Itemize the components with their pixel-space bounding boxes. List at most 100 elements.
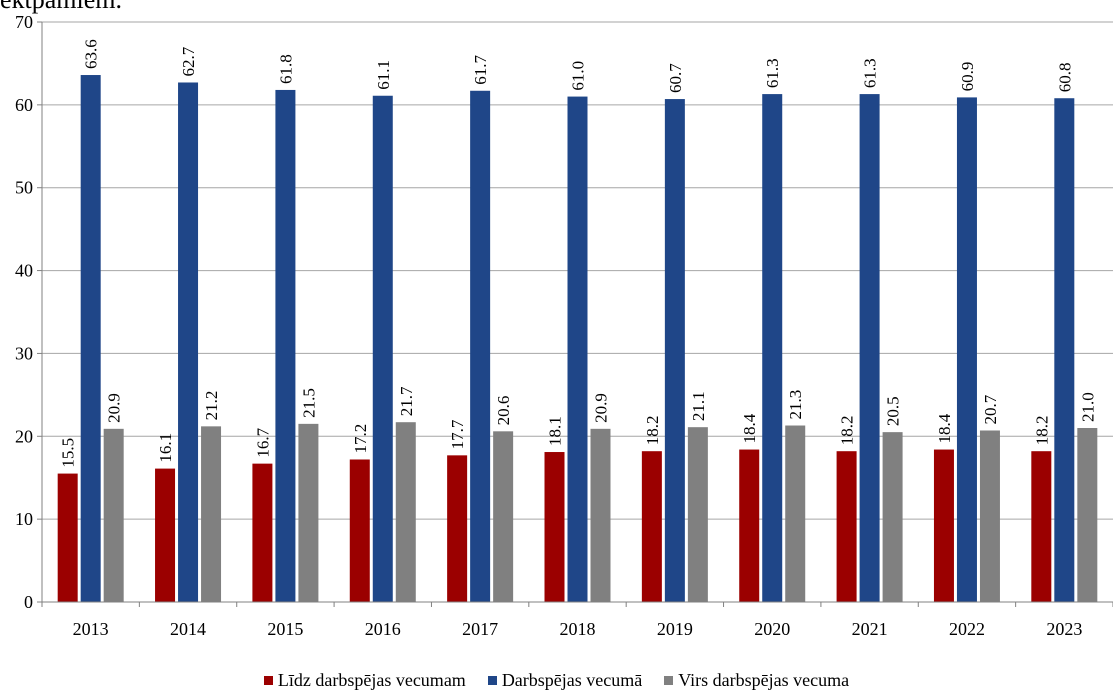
bar: [57, 473, 78, 602]
data-label: 16.1: [156, 433, 175, 463]
data-label: 61.0: [569, 61, 588, 91]
data-label: 20.7: [981, 394, 1000, 424]
y-tick-label: 20: [15, 426, 33, 446]
bar: [252, 463, 273, 602]
y-tick-label: 50: [15, 178, 33, 198]
data-label: 20.5: [884, 396, 903, 426]
bar: [664, 99, 685, 603]
bar: [80, 75, 101, 603]
data-labels: 15.5 63.6 20.9 16.1 62.7 21.2 16.7 61.8 21.5 17.2…: [59, 39, 1098, 467]
legend-swatch: [263, 676, 273, 685]
data-label: 20.6: [494, 396, 513, 426]
bar: [641, 451, 662, 602]
bars: [57, 75, 1098, 603]
data-label: 21.2: [202, 391, 221, 421]
data-label: 62.7: [179, 46, 198, 76]
y-tick-label: 60: [15, 95, 33, 115]
bar: [567, 96, 588, 603]
bar: [201, 426, 222, 602]
data-label: 17.7: [448, 419, 467, 449]
bar: [349, 459, 370, 602]
legend-swatch: [487, 676, 497, 685]
y-tick-label: 70: [15, 12, 33, 32]
bar: [447, 455, 468, 602]
data-label: 21.0: [1078, 392, 1097, 422]
bar: [470, 90, 491, 603]
bar: [590, 428, 611, 602]
data-label: 61.1: [374, 60, 393, 90]
bar: [859, 94, 880, 602]
data-label: 16.7: [253, 427, 272, 457]
y-tick-label: 30: [15, 343, 33, 363]
bar: [275, 89, 296, 602]
bar: [493, 431, 514, 602]
data-label: 21.1: [689, 391, 708, 421]
data-label: 63.6: [82, 39, 101, 69]
data-label: 18.2: [1032, 415, 1051, 445]
bar: [785, 425, 806, 602]
bar: [544, 452, 565, 602]
data-label: 60.9: [958, 62, 977, 92]
bar: [762, 94, 783, 602]
bar: [956, 97, 977, 603]
bar: [298, 423, 319, 602]
data-label: 21.5: [299, 388, 318, 418]
data-label: 18.4: [935, 413, 954, 443]
data-label: 17.2: [351, 424, 370, 454]
bar: [372, 95, 393, 602]
data-label: 20.9: [592, 393, 611, 423]
legend-label: Virs darbspējas vecuma: [678, 670, 850, 690]
x-tick-label: 2013: [73, 619, 109, 639]
data-label: 60.7: [666, 63, 685, 93]
x-tick-label: 2015: [267, 619, 303, 639]
x-axis-ticks: 2013 2014 2015 2016 2017 2018 2019 2020 2021 2022…: [41, 602, 1113, 639]
data-label: 21.3: [786, 390, 805, 420]
x-tick-label: 2023: [1046, 619, 1082, 639]
bar: [933, 449, 954, 602]
legend-item-series-1: Līdz darbspējas vecumam: [263, 670, 466, 691]
bar: [687, 427, 708, 602]
x-tick-label: 2021: [852, 619, 888, 639]
bar: [1031, 451, 1052, 602]
legend-label: Darbspējas vecumā: [501, 670, 643, 690]
data-label: 60.8: [1055, 62, 1074, 92]
bar: [979, 430, 1000, 602]
x-tick-label: 2020: [754, 619, 790, 639]
bar: [178, 82, 199, 602]
bar: [1077, 428, 1098, 602]
y-axis-ticks: 0 10 20 30 40 50 60 70: [15, 12, 42, 612]
x-tick-label: 2017: [462, 619, 498, 639]
data-label: 15.5: [59, 438, 78, 468]
legend-item-series-3: Virs darbspējas vecuma: [664, 670, 849, 691]
y-tick-label: 10: [15, 509, 33, 529]
axes: [41, 22, 1113, 603]
legend-label: Līdz darbspējas vecumam: [277, 670, 466, 690]
bar: [836, 451, 857, 602]
data-label: 18.4: [740, 413, 759, 443]
bar: [103, 428, 124, 602]
y-tick-label: 40: [15, 261, 33, 281]
bar: [882, 432, 903, 602]
data-label: 21.7: [397, 386, 416, 416]
bar: [155, 468, 176, 602]
data-label: 18.2: [838, 415, 857, 445]
data-label: 18.2: [643, 415, 662, 445]
data-label: 61.3: [763, 58, 782, 88]
bar: [1054, 98, 1075, 602]
bar: [395, 422, 416, 602]
bar-chart: 0 10 20 30 40 50 60 70 15.5 63.6 20.9 16.1 62.7 21.2…: [15, 12, 1113, 639]
data-label: 61.7: [471, 55, 490, 85]
x-tick-label: 2019: [657, 619, 693, 639]
data-label: 18.1: [546, 416, 565, 446]
data-label: 61.8: [276, 54, 295, 84]
x-tick-label: 2014: [170, 619, 206, 639]
legend-swatch: [664, 676, 674, 685]
legend: Līdz darbspējas vecumam Darbspējas vecum…: [0, 670, 1113, 691]
data-label: 20.9: [105, 393, 124, 423]
cropped-caption-text: ektpamiem.: [0, 0, 122, 13]
data-label: 61.3: [861, 58, 880, 88]
x-tick-label: 2018: [560, 619, 596, 639]
legend-item-series-2: Darbspējas vecumā: [487, 670, 643, 691]
y-tick-label: 0: [24, 592, 33, 612]
x-tick-label: 2016: [365, 619, 401, 639]
